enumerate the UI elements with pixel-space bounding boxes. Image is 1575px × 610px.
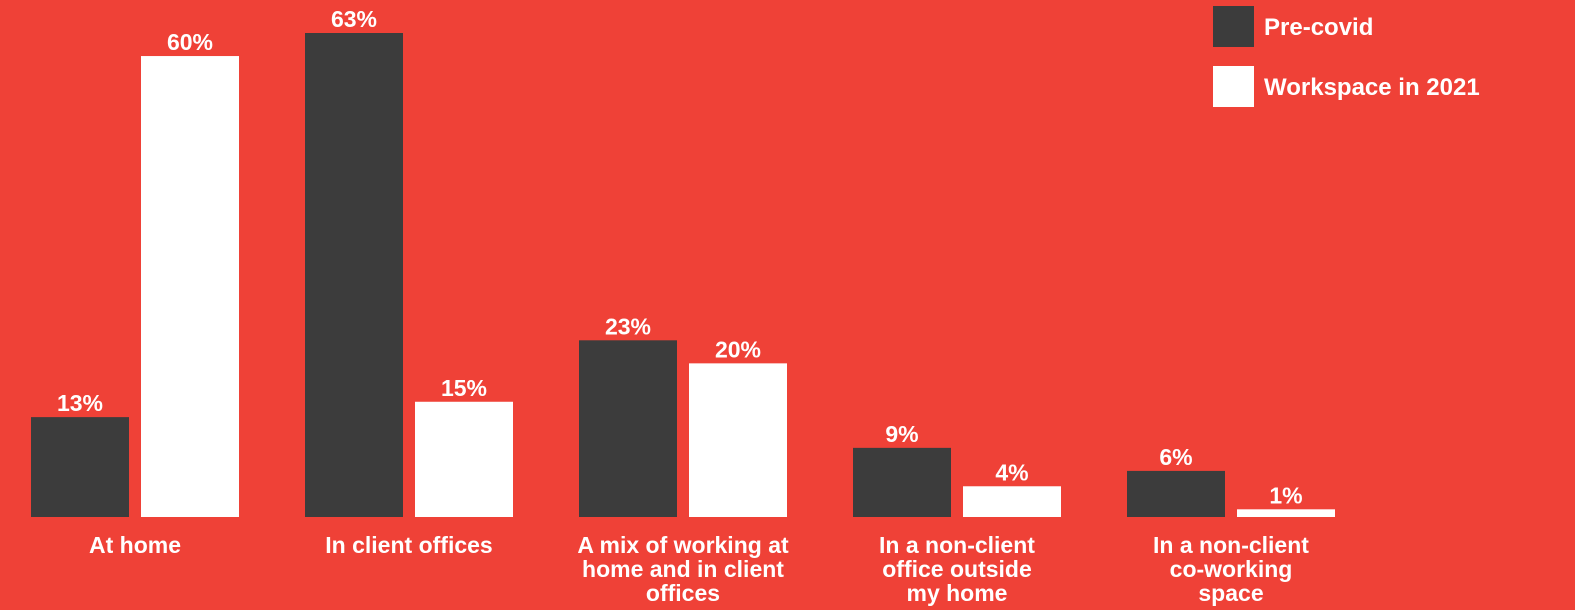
data-label-pre-covid-2: 23% (605, 313, 651, 339)
category-label-line: In client offices (325, 532, 492, 558)
data-label-pre-covid-4: 6% (1159, 444, 1192, 470)
data-label-workspace-2021-3: 4% (995, 459, 1028, 485)
data-label-pre-covid-0: 13% (57, 390, 103, 416)
bar-pre-covid-1 (305, 33, 403, 517)
legend-label-workspace-2021: Workspace in 2021 (1264, 74, 1480, 101)
legend-label-pre-covid: Pre-covid (1264, 14, 1373, 41)
bar-pre-covid-0 (31, 417, 129, 517)
category-label-3: In a non-client office outside my home (879, 532, 1035, 606)
category-label-line: space (1198, 580, 1263, 606)
category-label-line: my home (907, 580, 1008, 606)
data-label-workspace-2021-0: 60% (167, 29, 213, 55)
value-labels-layer: 13% 60% 63% 15% 23% 20% 9% 4% 6% 1% (57, 6, 1303, 508)
legend-swatch-workspace-2021 (1213, 66, 1254, 107)
data-label-workspace-2021-1: 15% (441, 375, 487, 401)
category-label-2: A mix of working at home and in client off… (577, 532, 789, 606)
category-label-line: At home (89, 532, 181, 558)
category-label-line: A mix of working at (577, 532, 789, 558)
data-label-pre-covid-3: 9% (885, 421, 918, 447)
data-label-workspace-2021-4: 1% (1269, 482, 1302, 508)
category-label-line: home and in client (582, 556, 784, 582)
bar-workspace-2021-3 (963, 486, 1061, 517)
bar-workspace-2021-0 (141, 56, 239, 518)
bar-pre-covid-3 (853, 447, 951, 517)
data-label-pre-covid-1: 63% (331, 6, 377, 32)
bar-workspace-2021-1 (415, 401, 513, 517)
bar-pre-covid-4 (1127, 470, 1225, 517)
category-label-line: offices (646, 580, 720, 606)
category-label-line: office outside (882, 556, 1032, 582)
category-label-0: At home (89, 532, 181, 558)
category-label-line: In a non-client (879, 532, 1035, 558)
bars-layer (31, 33, 1335, 518)
category-label-4: In a non-client co-working space (1153, 532, 1309, 606)
bar-pre-covid-2 (579, 340, 677, 517)
category-label-line: In a non-client (1153, 532, 1309, 558)
bar-workspace-2021-2 (689, 363, 787, 517)
category-labels-layer: At home In client offices A mix of working… (89, 532, 1309, 606)
legend-swatch-pre-covid (1213, 6, 1254, 47)
bar-workspace-2021-4 (1237, 509, 1335, 517)
category-label-1: In client offices (325, 532, 492, 558)
legend: Pre-covid Workspace in 2021 (1213, 6, 1480, 107)
data-label-workspace-2021-2: 20% (715, 336, 761, 362)
category-label-line: co-working (1170, 556, 1293, 582)
